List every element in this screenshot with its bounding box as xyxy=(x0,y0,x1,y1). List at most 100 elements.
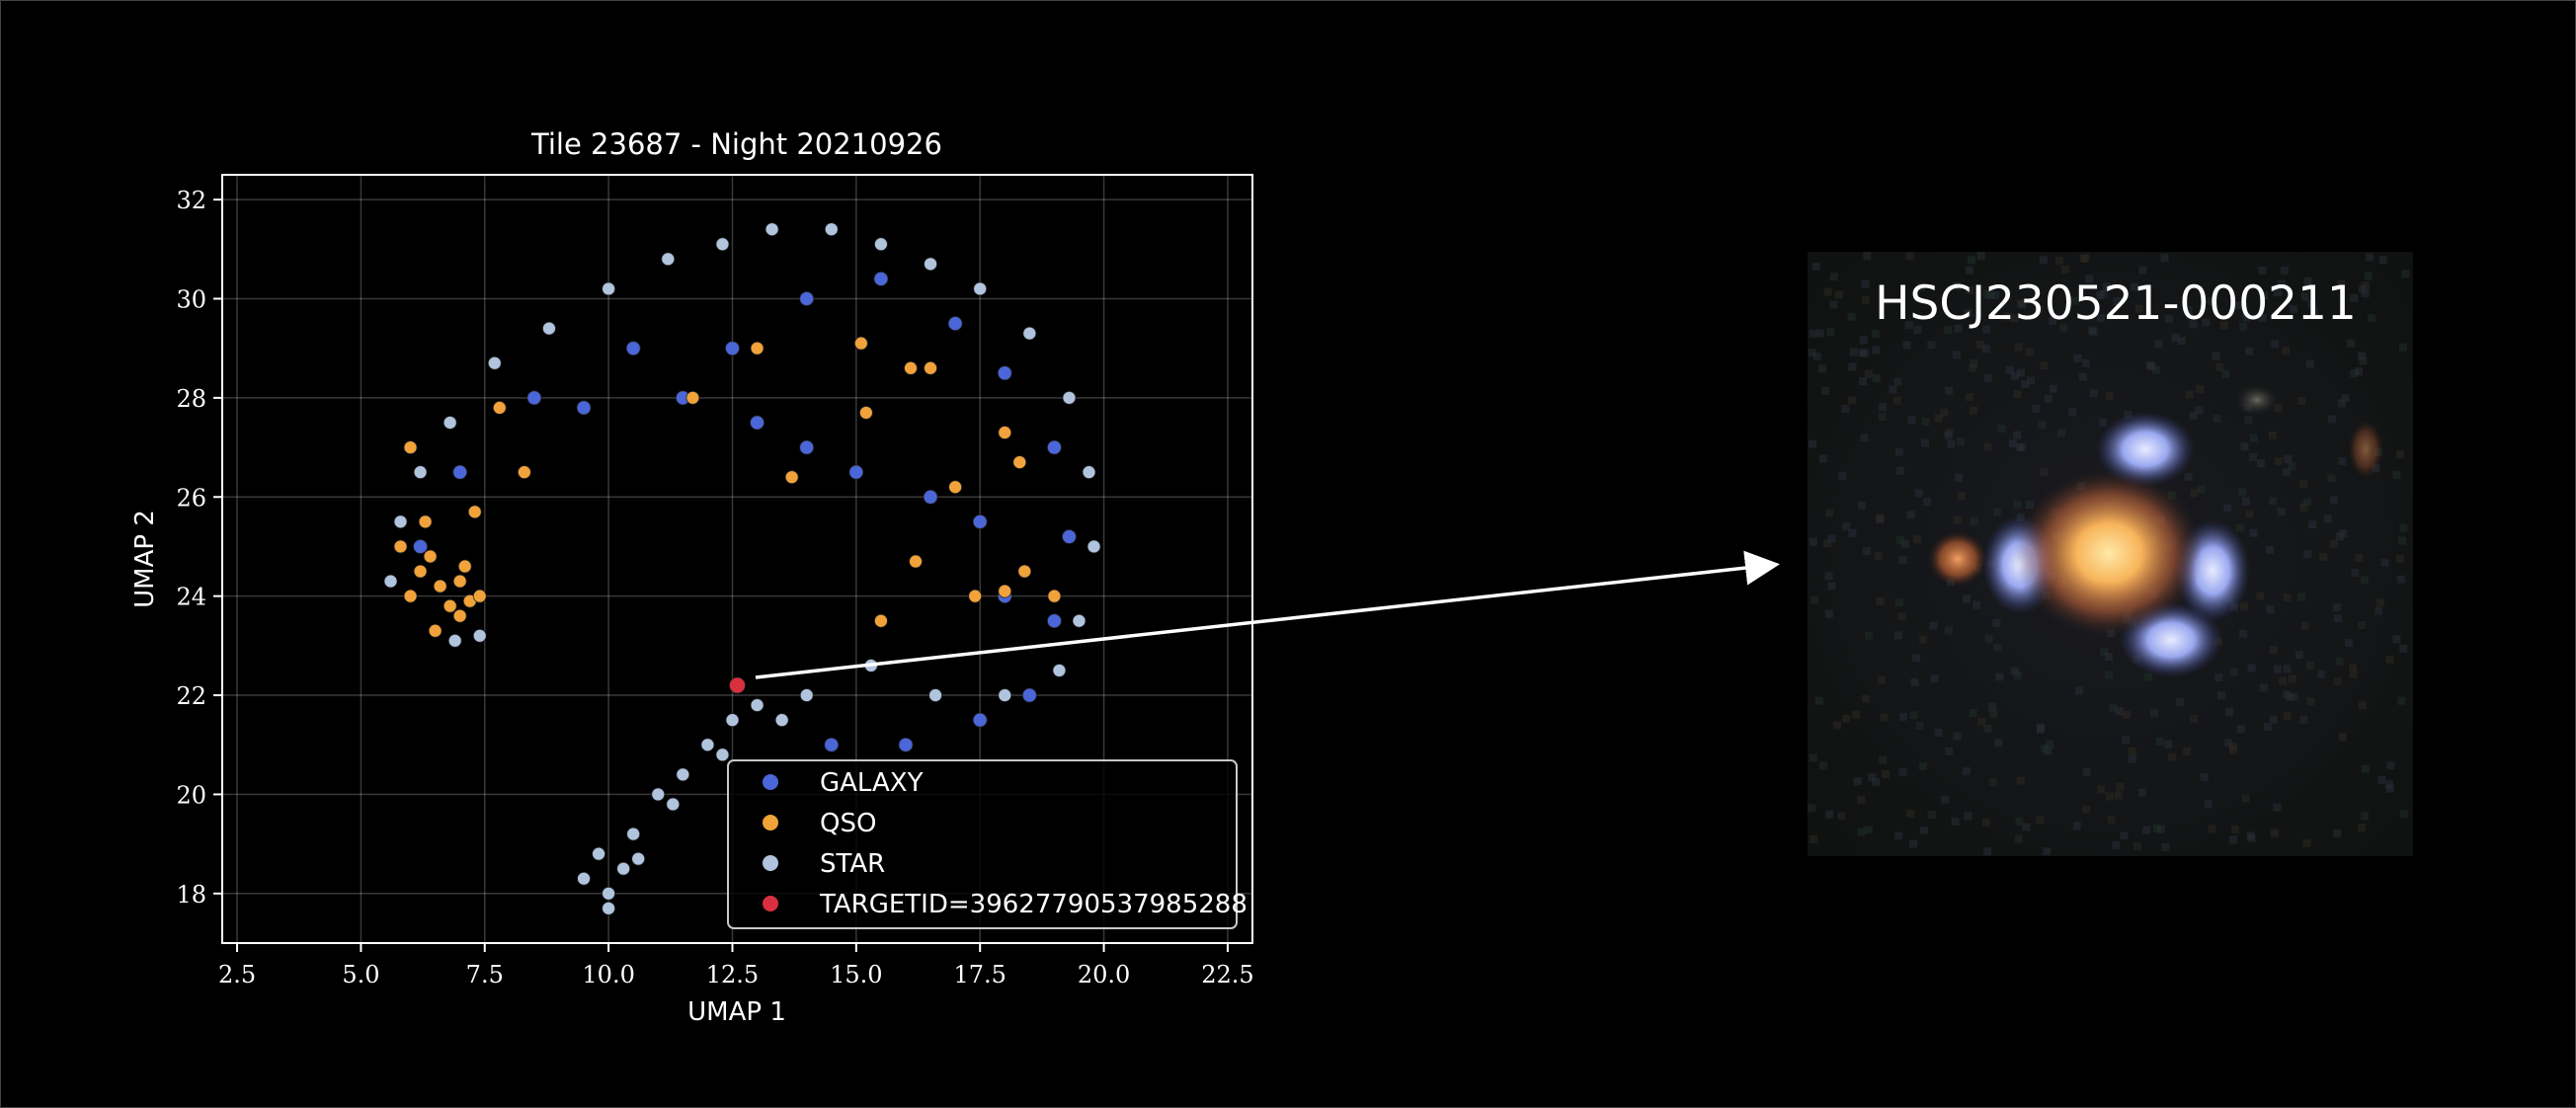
x-tick-label: 20.0 xyxy=(1078,961,1130,989)
noise-pixel xyxy=(2184,306,2193,315)
star-point xyxy=(1062,390,1077,405)
y-tick-label: 28 xyxy=(176,385,206,413)
noise-pixel xyxy=(2161,842,2170,851)
noise-pixel xyxy=(2249,453,2258,462)
noise-pixel xyxy=(2150,709,2159,718)
noise-pixel xyxy=(2142,826,2151,834)
noise-pixel xyxy=(2097,785,2106,794)
noise-pixel xyxy=(2164,740,2173,749)
noise-pixel xyxy=(1853,777,1862,786)
star-point xyxy=(443,416,457,430)
noise-pixel xyxy=(1929,621,1938,630)
noise-pixel xyxy=(1934,729,1943,738)
star-point xyxy=(676,767,690,782)
noise-pixel xyxy=(2137,788,2146,797)
noise-pixel xyxy=(2258,266,2267,275)
galaxy-point xyxy=(576,400,592,416)
noise-pixel xyxy=(2286,692,2294,701)
legend-label: STAR xyxy=(820,849,885,879)
noise-pixel xyxy=(1906,809,1915,818)
noise-pixel xyxy=(2258,314,2267,323)
star-point xyxy=(661,252,676,267)
qso-point xyxy=(443,598,457,613)
noise-pixel xyxy=(2338,457,2347,466)
noise-pixel xyxy=(1824,609,1833,618)
noise-pixel xyxy=(1922,498,1931,507)
galaxy-point xyxy=(625,341,641,356)
noise-pixel xyxy=(2392,470,2401,479)
star-point xyxy=(577,871,591,886)
noise-pixel xyxy=(1874,552,1883,561)
qso-point xyxy=(1017,564,1032,579)
galaxy-point xyxy=(799,439,815,455)
noise-pixel xyxy=(2040,361,2049,370)
noise-pixel xyxy=(1983,442,1992,451)
noise-pixel xyxy=(1858,501,1867,510)
noise-pixel xyxy=(2155,737,2164,746)
noise-pixel xyxy=(2399,644,2408,653)
noise-pixel xyxy=(2239,629,2248,638)
noise-pixel xyxy=(1889,385,1897,394)
star-point xyxy=(715,237,730,252)
noise-pixel xyxy=(2307,300,2316,309)
noise-pixel xyxy=(2010,314,2019,323)
noise-pixel xyxy=(2329,496,2338,505)
noise-pixel xyxy=(1818,454,1827,463)
noise-pixel xyxy=(2299,503,2308,512)
noise-pixel xyxy=(1988,778,1997,787)
star-point xyxy=(1082,465,1096,480)
noise-pixel xyxy=(1861,279,1870,288)
noise-pixel xyxy=(2246,831,2255,840)
noise-pixel xyxy=(1995,673,2004,681)
noise-pixel xyxy=(2396,575,2405,584)
noise-pixel xyxy=(2082,767,2091,776)
noise-pixel xyxy=(2190,489,2199,498)
noise-pixel xyxy=(1864,631,1873,640)
qso-point xyxy=(858,406,873,420)
noise-pixel xyxy=(1930,673,1939,682)
noise-pixel xyxy=(1857,795,1866,804)
noise-pixel xyxy=(1809,537,1817,546)
noise-pixel xyxy=(1880,713,1889,722)
qso-point xyxy=(874,613,888,628)
noise-pixel xyxy=(1941,795,1950,804)
noise-pixel xyxy=(1859,336,1868,345)
noise-pixel xyxy=(2109,704,2118,713)
qso-point xyxy=(472,589,487,603)
noise-pixel xyxy=(1906,511,1915,519)
noise-pixel xyxy=(2144,673,2153,681)
noise-pixel xyxy=(1915,721,1924,730)
noise-pixel xyxy=(1879,755,1888,764)
noise-pixel xyxy=(2059,323,2068,332)
noise-pixel xyxy=(1895,466,1904,475)
pointer-arrow xyxy=(755,550,1780,679)
noise-pixel xyxy=(2128,754,2136,763)
star-point xyxy=(1052,664,1067,677)
noise-pixel xyxy=(1817,364,1826,373)
x-axis-label: UMAP 1 xyxy=(687,997,786,1027)
noise-pixel xyxy=(2113,297,2122,306)
noise-pixel xyxy=(2273,288,2282,297)
star-point xyxy=(666,797,681,812)
noise-pixel xyxy=(2349,664,2358,673)
qso-point xyxy=(403,589,418,603)
noise-pixel xyxy=(2364,272,2373,280)
noise-pixel xyxy=(1976,340,1985,349)
noise-pixel xyxy=(2349,670,2358,678)
noise-pixel xyxy=(2377,775,2386,784)
legend-marker xyxy=(763,896,778,911)
noise-pixel xyxy=(1815,329,1824,338)
noise-pixel xyxy=(2016,776,2025,785)
noise-pixel xyxy=(1827,534,1836,543)
star-point xyxy=(874,237,888,252)
noise-pixel xyxy=(1910,677,1919,686)
noise-pixel xyxy=(2046,740,2054,749)
noise-pixel xyxy=(2395,554,2404,563)
noise-pixel xyxy=(1825,509,1834,517)
y-tick-label: 32 xyxy=(176,187,206,214)
noise-pixel xyxy=(1808,349,1816,357)
noise-pixel xyxy=(2401,270,2410,278)
noise-pixel xyxy=(2273,803,2282,812)
noise-pixel xyxy=(2235,523,2244,532)
noise-pixel xyxy=(2015,442,2024,451)
